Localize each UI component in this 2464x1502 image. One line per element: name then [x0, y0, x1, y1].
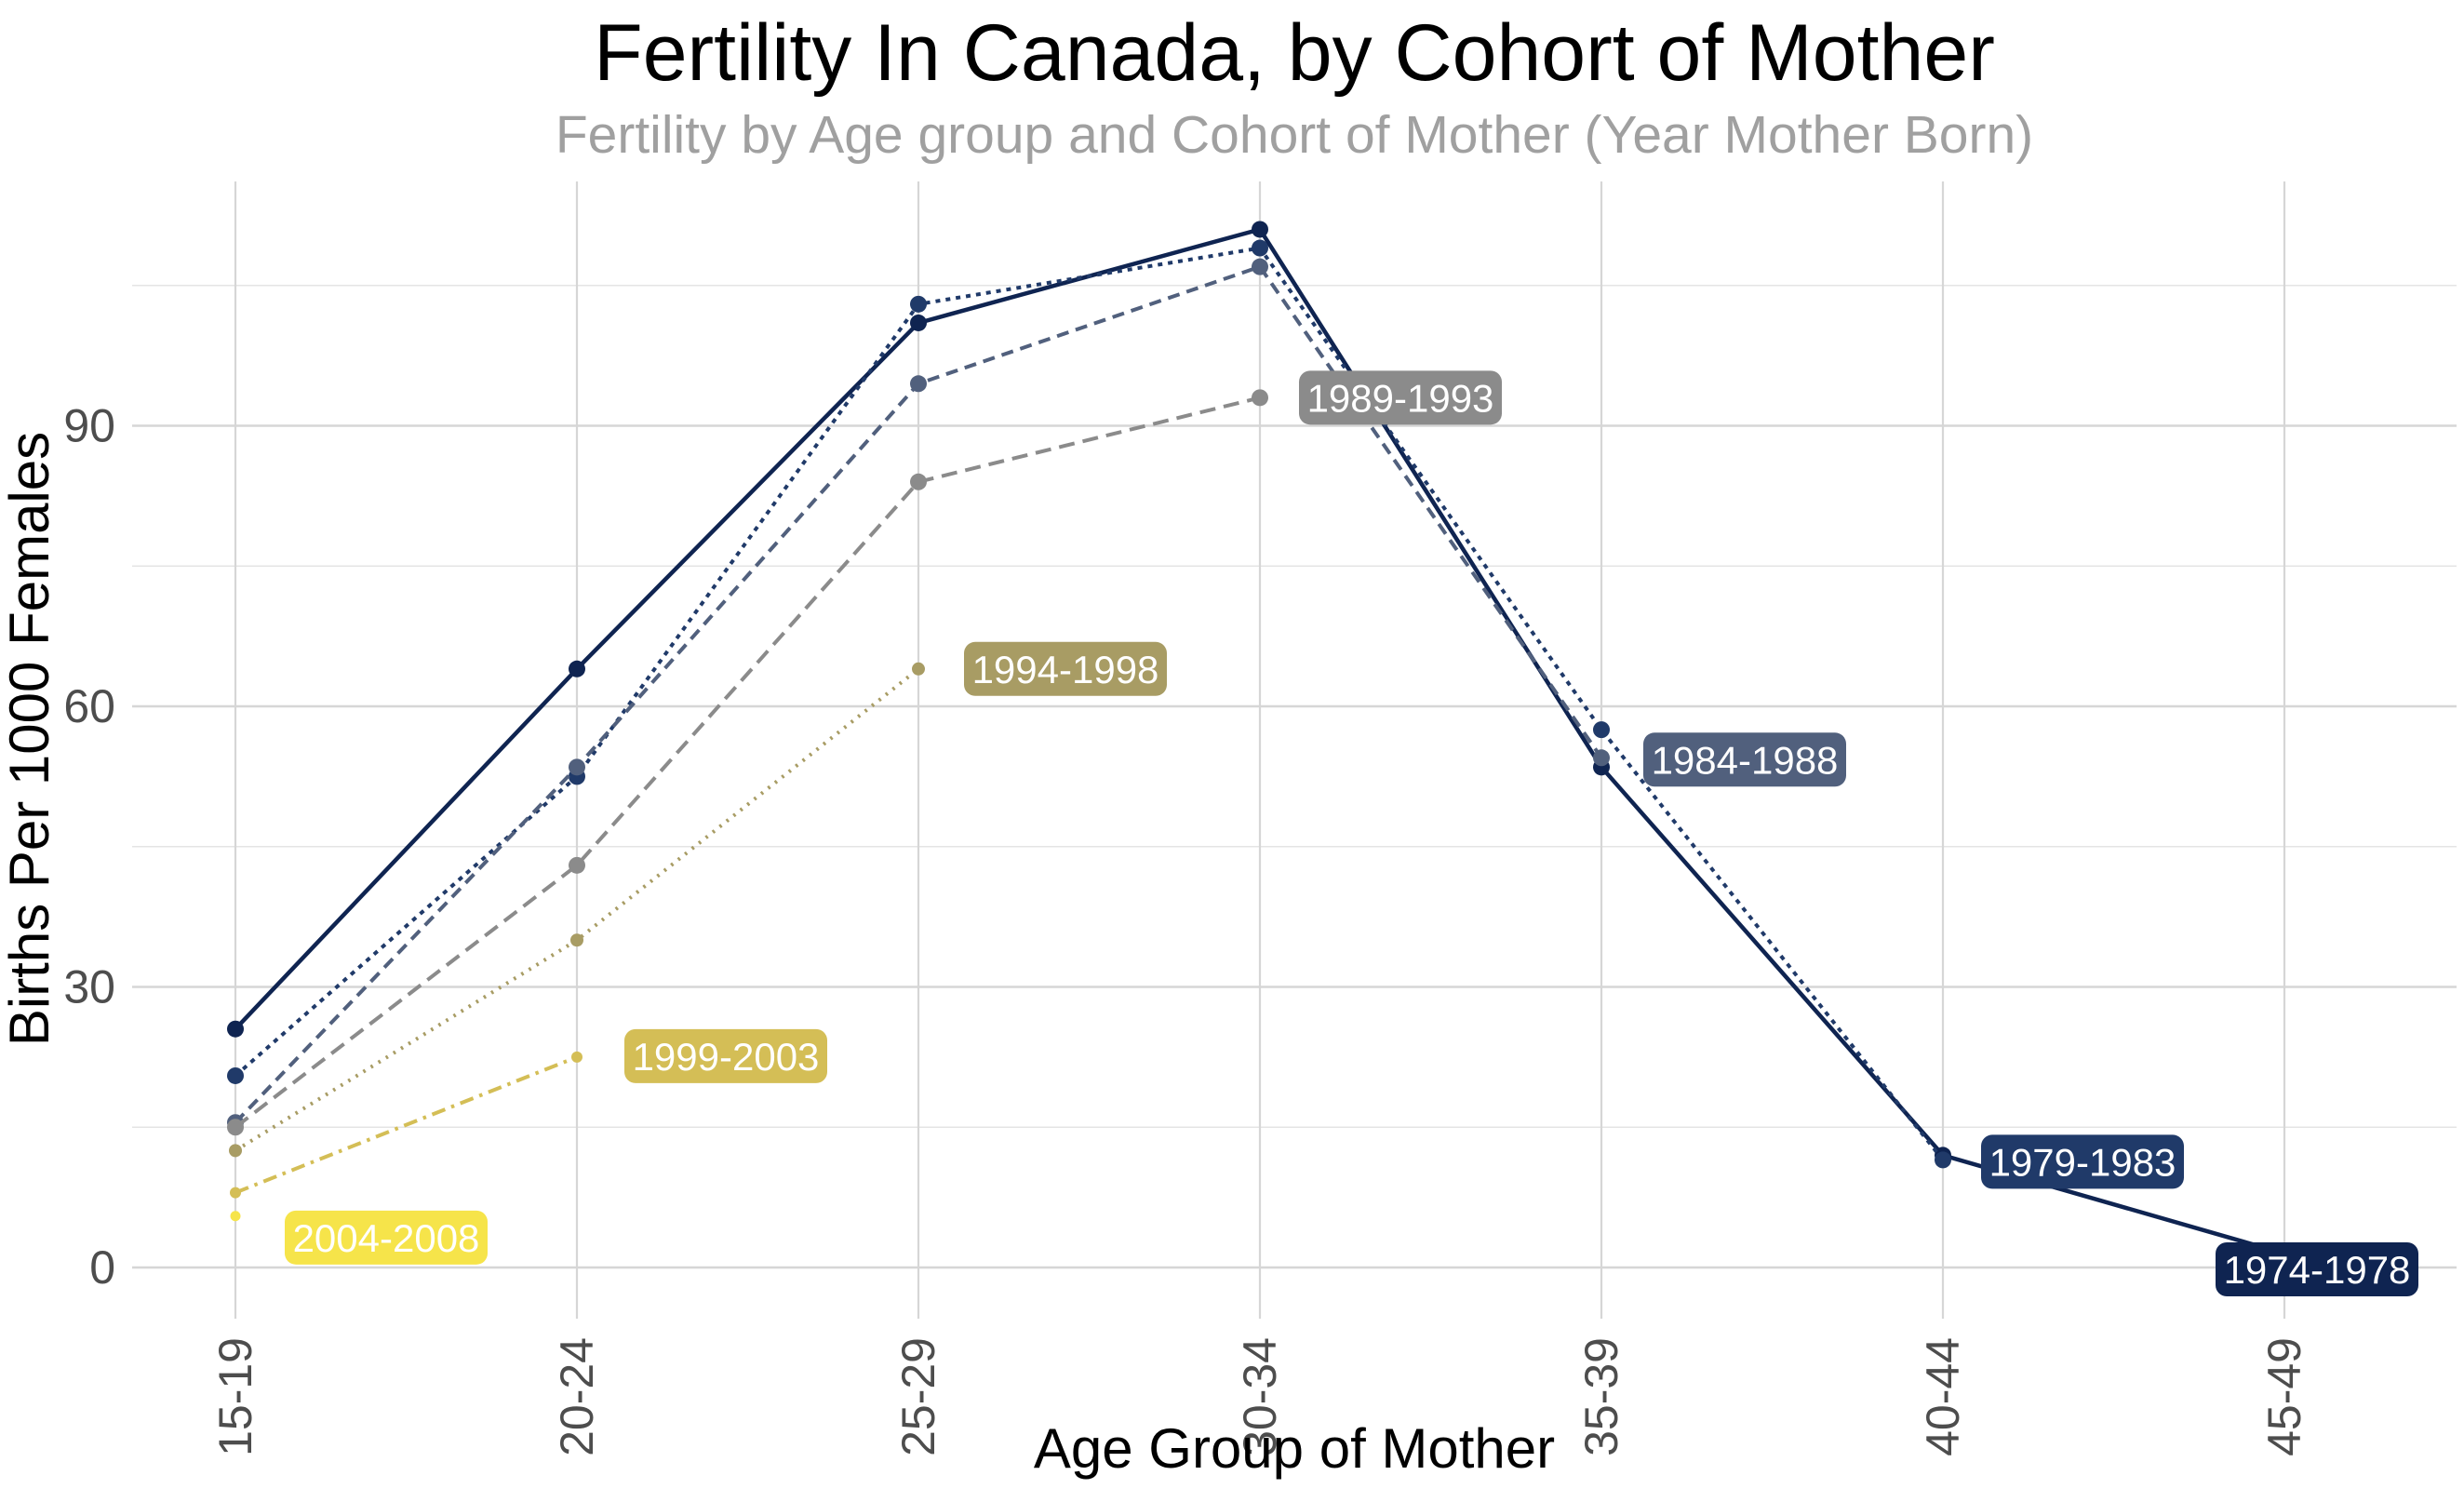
y-tick-label-90: 90 [63, 400, 115, 452]
series-line-1999-2003 [234, 1055, 578, 1195]
y-tick-label-30: 30 [63, 961, 115, 1013]
y-tick-label-0: 0 [89, 1241, 115, 1294]
cohort-label-box-1999-2003 [624, 1028, 827, 1083]
series-line-1994-1998 [234, 667, 920, 1153]
cohort-label-box-1979-1983 [1981, 1134, 2184, 1189]
cohort-label-text-2004-2008: 2004-2008 [293, 1216, 480, 1260]
cohort-label-box-1974-1978 [2216, 1242, 2418, 1297]
cohort-label-text-1974-1978: 1974-1978 [2224, 1248, 2411, 1292]
data-point-1974-1978-15-19 [227, 1020, 244, 1038]
x-tick-label-25-29: 25-29 [892, 1337, 944, 1456]
data-point-1974-1978-30-34 [1252, 221, 1268, 238]
cohort-label-1994-1998: 1994-1998 [964, 641, 1167, 696]
data-point-1984-1988-35-39 [1593, 749, 1610, 767]
data-point-1979-1983-15-19 [227, 1066, 244, 1084]
x-axis-title: Age Group of Mother [1033, 1417, 1556, 1480]
data-point-1979-1983-40-44 [1935, 1151, 1951, 1169]
data-point-1984-1988-30-34 [1252, 258, 1268, 275]
data-point-1999-2003-15-19 [230, 1187, 241, 1199]
data-point-1989-1993-15-19 [227, 1119, 244, 1136]
data-point-1974-1978-20-24 [569, 660, 585, 677]
cohort-label-1984-1988: 1984-1988 [1643, 732, 1846, 787]
data-point-1984-1988-25-29 [910, 375, 927, 393]
x-tick-label-30-34: 30-34 [1234, 1337, 1286, 1456]
series-line-1979-1983 [234, 246, 1945, 1161]
data-point-1989-1993-25-29 [910, 473, 927, 490]
data-point-1994-1998-20-24 [570, 933, 583, 947]
cohort-label-box-1984-1988 [1643, 732, 1846, 787]
data-point-1979-1983-25-29 [910, 295, 927, 313]
cohort-label-box-2004-2008 [285, 1210, 488, 1265]
x-tick-label-45-49: 45-49 [2258, 1337, 2310, 1456]
data-point-1974-1978-25-29 [910, 314, 927, 331]
chart-title: Fertility In Canada, by Cohort of Mother [594, 8, 1995, 98]
cohort-label-box-1994-1998 [964, 641, 1167, 696]
cohort-label-text-1989-1993: 1989-1993 [1307, 376, 1494, 420]
x-tick-label-40-44: 40-44 [1917, 1337, 1969, 1456]
cohort-label-box-1989-1993 [1299, 370, 1502, 425]
data-point-1989-1993-20-24 [569, 856, 585, 874]
y-tick-label-60: 60 [63, 680, 115, 732]
x-tick-label-20-24: 20-24 [551, 1337, 603, 1456]
chart-subtitle: Fertility by Age group and Cohort of Mot… [555, 105, 2034, 165]
data-point-1994-1998-25-29 [912, 662, 925, 676]
cohort-label-1999-2003: 1999-2003 [624, 1028, 827, 1083]
x-tick-label-15-19: 15-19 [209, 1337, 261, 1456]
cohort-label-text-1999-2003: 1999-2003 [633, 1035, 820, 1079]
cohort-label-text-1979-1983: 1979-1983 [1989, 1140, 2176, 1184]
cohort-label-2004-2008: 2004-2008 [285, 1210, 488, 1265]
data-point-1984-1988-20-24 [569, 758, 585, 776]
cohort-label-text-1994-1998: 1994-1998 [972, 648, 1159, 691]
cohort-label-text-1984-1988: 1984-1988 [1652, 738, 1839, 782]
cohort-label-1989-1993: 1989-1993 [1299, 370, 1502, 425]
series-line-1989-1993 [234, 396, 1261, 1129]
data-point-1979-1983-30-34 [1252, 239, 1268, 257]
data-point-1989-1993-30-34 [1252, 389, 1268, 407]
data-point-1979-1983-35-39 [1593, 721, 1610, 739]
cohort-label-1979-1983: 1979-1983 [1981, 1134, 2184, 1189]
y-axis-title: Births Per 1000 Females [0, 431, 60, 1047]
data-point-1999-2003-20-24 [571, 1051, 583, 1063]
data-point-1994-1998-15-19 [229, 1144, 242, 1158]
x-tick-label-35-39: 35-39 [1575, 1337, 1627, 1456]
data-point-2004-2008-15-19 [230, 1211, 241, 1222]
cohort-label-1974-1978: 1974-1978 [2216, 1242, 2418, 1297]
